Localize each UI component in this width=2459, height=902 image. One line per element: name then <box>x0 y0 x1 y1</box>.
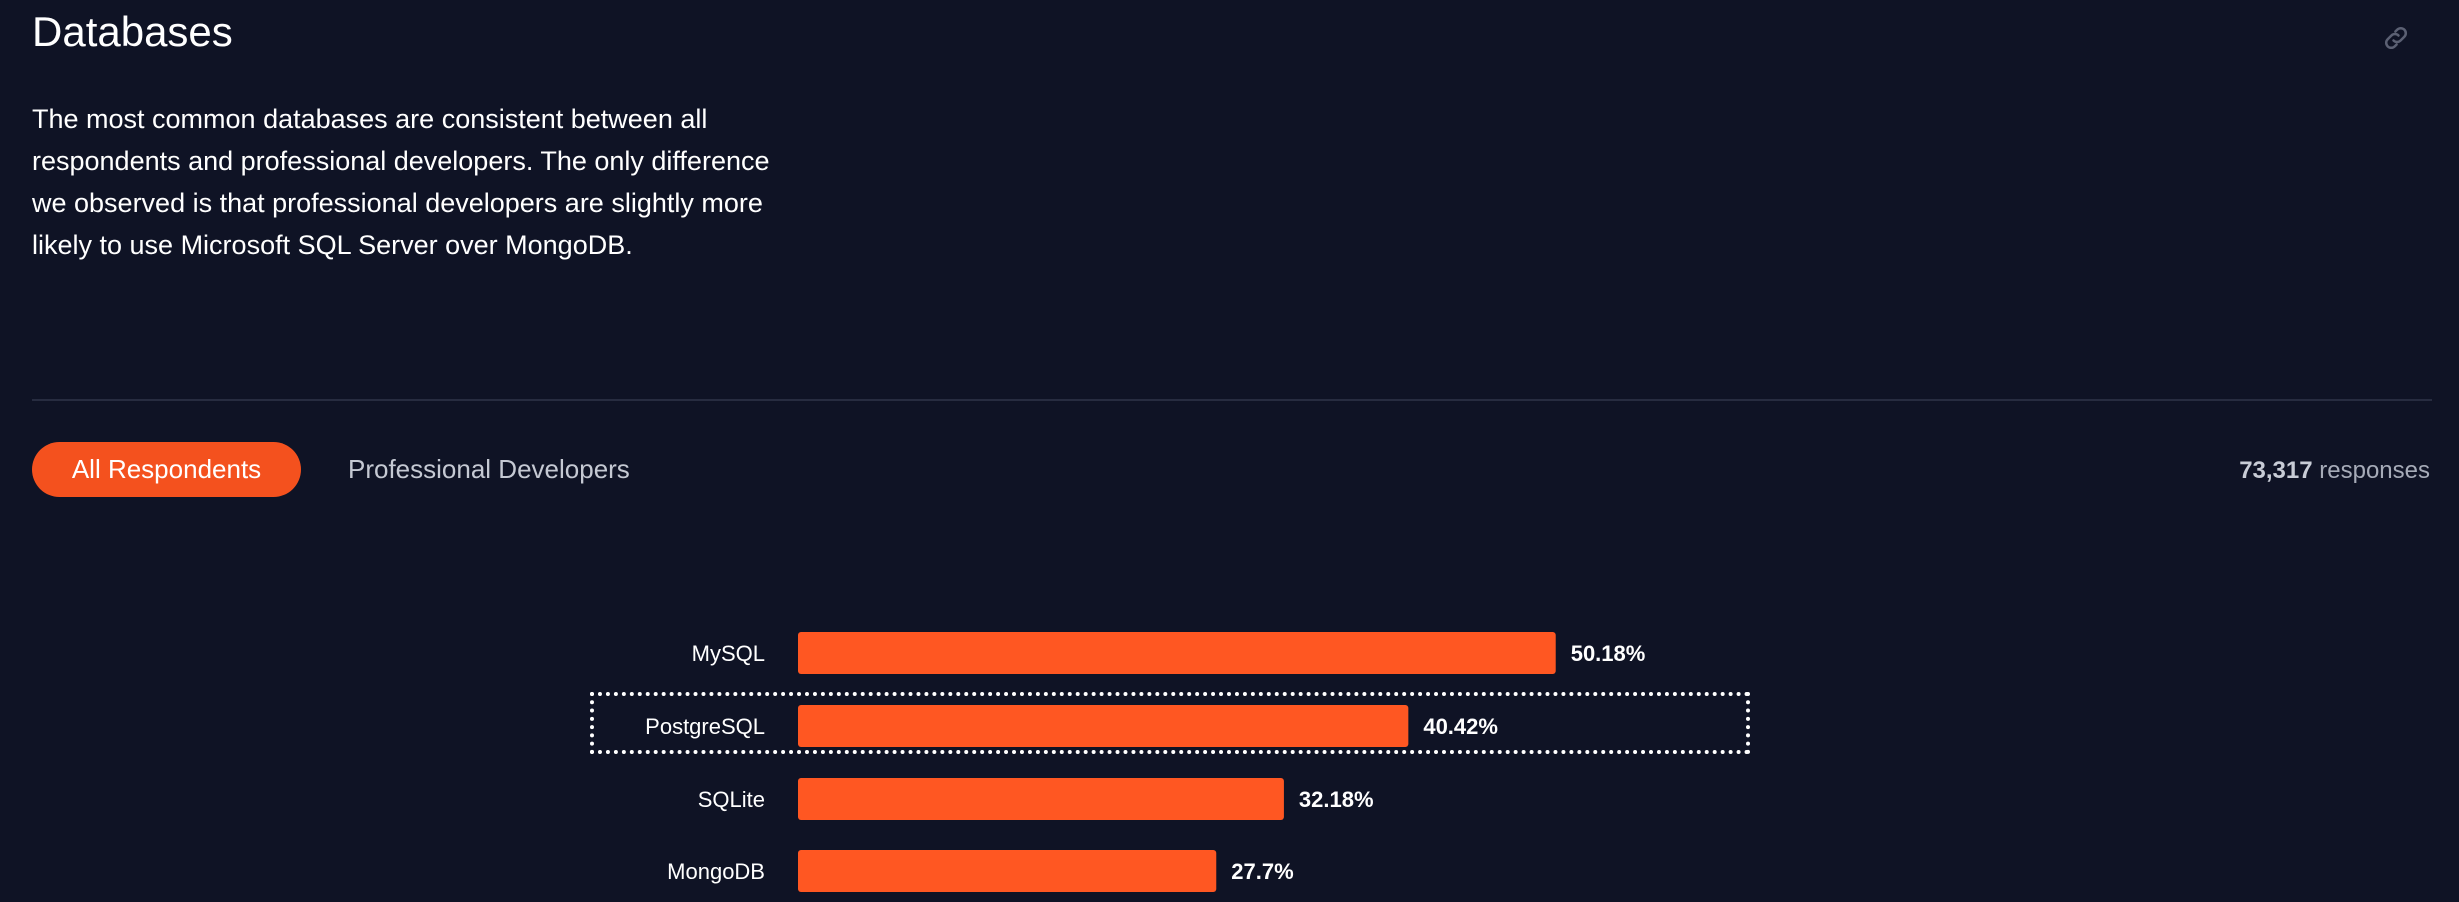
category-label-mongodb: MongoDB <box>667 859 765 884</box>
value-label-postgresql: 40.42% <box>1423 714 1498 739</box>
responses-count: 73,317 responses <box>2239 456 2430 486</box>
category-label-postgresql: PostgreSQL <box>645 714 765 739</box>
bar-chart: MySQL 50.18% PostgreSQL 40.42% SQLite 32.18% M… <box>645 632 1646 892</box>
highlighted-row-outline <box>590 692 1750 754</box>
section-title: Databases <box>32 8 233 55</box>
tab-all-respondents[interactable]: All Respondents <box>32 442 301 497</box>
category-label-mysql: MySQL <box>692 641 765 666</box>
tab-professional-developers[interactable]: Professional Developers <box>332 442 646 497</box>
section-divider <box>32 399 2432 401</box>
responses-label: responses <box>2319 457 2430 484</box>
value-label-sqlite: 32.18% <box>1299 787 1374 812</box>
value-label-mysql: 50.18% <box>1571 641 1646 666</box>
bar-postgresql[interactable] <box>798 705 1409 747</box>
bar-sqlite[interactable] <box>798 778 1284 820</box>
category-label-sqlite: SQLite <box>698 787 765 812</box>
value-label-mongodb: 27.7% <box>1231 859 1293 884</box>
section-description: The most common databases are consistent… <box>32 104 770 260</box>
responses-number: 73,317 <box>2239 457 2313 484</box>
link-icon[interactable] <box>2376 18 2416 58</box>
bar-mysql[interactable] <box>798 632 1556 674</box>
bar-mongodb[interactable] <box>798 850 1217 892</box>
